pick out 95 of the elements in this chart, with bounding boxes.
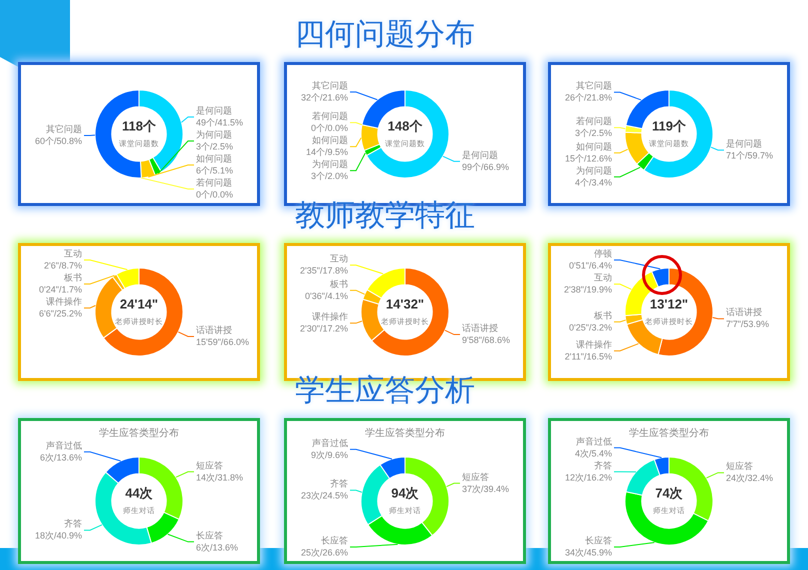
data-label: 25次/26.6%	[300, 547, 348, 558]
slice-label: 声音过低	[312, 438, 348, 448]
data-label: 12次/16.2%	[564, 472, 612, 482]
data-label: 37次/39.4%	[462, 484, 510, 494]
text: 74次	[655, 486, 684, 501]
slice-label: 短应答	[726, 461, 753, 472]
data-label: 23次/24.5%	[300, 490, 348, 501]
slice-label: 若何问题	[576, 116, 612, 126]
slice-label: 互动	[330, 254, 348, 264]
slice-label: 如何问题	[196, 153, 232, 164]
slice-label: 是何问题	[462, 150, 498, 160]
slice-label: 课件操作	[46, 296, 82, 306]
slice-label: 如何问题	[576, 141, 612, 152]
category-label: 若何问题	[312, 111, 348, 122]
data-label: 15个/12.6%	[564, 153, 612, 164]
slice-label: 齐答	[64, 518, 82, 529]
data-label: 0'51"/6.4%	[569, 260, 612, 270]
chart-title: 教师教学特征	[295, 198, 475, 233]
chart-title: 学生应答分析	[294, 372, 476, 410]
slice-label: 板书	[329, 278, 348, 289]
data-label: 14个/9.5%	[306, 147, 348, 158]
category-label: 若何问题	[196, 177, 232, 188]
slice-label: 其它问题	[46, 124, 82, 134]
slice-label: 话语讲授	[462, 323, 498, 334]
data-label: 99个/66.9%	[462, 162, 510, 172]
text: 0个/0.0%	[196, 189, 234, 200]
slice-label: 是何问题	[726, 138, 762, 149]
data-label: 4次/5.4%	[574, 448, 612, 458]
text: 24'14"	[120, 296, 158, 312]
slice-label: 为何问题	[576, 165, 612, 176]
data-label: 26个/21.8%	[564, 92, 612, 103]
slice-label: 声音过低	[576, 436, 612, 446]
slice-label: 其它问题	[576, 80, 612, 91]
data-label: 0'25"/3.2%	[569, 322, 612, 332]
slice-label: 是何问题	[196, 105, 232, 116]
slice-label: 课件操作	[576, 339, 612, 350]
data-label: 6'6"/25.2%	[39, 308, 82, 318]
slice-label: 声音过低	[46, 440, 82, 450]
data-label: 3个/2.5%	[196, 141, 234, 152]
data-label: 9次/9.6%	[310, 450, 348, 460]
text: 119个	[652, 118, 687, 134]
chart-title: 四何问题分布	[294, 16, 476, 54]
data-label: 3个/2.5%	[574, 128, 612, 138]
data-label: 4个/3.4%	[574, 177, 612, 188]
chart-subtitle: 学生应答类型分布	[629, 426, 709, 439]
slice-label: 课件操作	[312, 312, 348, 322]
data-label: 2'38"/19.9%	[564, 284, 612, 295]
data-label: 2'6"/8.7%	[44, 260, 82, 270]
data-label: 6次/13.6%	[40, 452, 82, 462]
slice-label: 话语讲授	[196, 324, 232, 335]
chart-subtitle: 学生应答类型分布	[99, 426, 179, 439]
data-label: 2'35"/17.8%	[300, 266, 348, 276]
data-label: 9'58"/68.6%	[462, 335, 510, 346]
data-label: 6个/5.1%	[196, 165, 234, 176]
data-label: 3个/2.0%	[310, 171, 348, 182]
slice-label: 停顿	[594, 248, 612, 258]
text: 0个/0.0%	[310, 123, 348, 134]
data-label: 15'59"/66.0%	[196, 336, 249, 347]
data-label: 34次/45.9%	[564, 547, 612, 558]
slice-label: 为何问题	[312, 159, 348, 170]
chart-subtitle: 学生应答类型分布	[365, 426, 445, 439]
slice-label: 互动	[64, 248, 82, 258]
data-label: 0'24"/1.7%	[39, 284, 82, 294]
slice-label: 其它问题	[312, 80, 348, 90]
data-label: 6次/13.6%	[196, 542, 238, 552]
slice-label: 短应答	[196, 460, 223, 470]
text: 148个	[388, 118, 424, 134]
slice-label: 短应答	[462, 472, 489, 482]
slice-label: 长应答	[321, 535, 348, 546]
slice-label: 齐答	[594, 460, 612, 470]
data-label: 0'36"/4.1%	[305, 290, 348, 301]
data-label: 60个/50.8%	[34, 136, 82, 146]
data-label: 2'11"/16.5%	[564, 351, 612, 362]
text: 13'12"	[650, 296, 688, 312]
data-label: 24次/32.4%	[726, 473, 774, 484]
slice-label: 话语讲授	[726, 307, 762, 318]
slice-label: 如何问题	[312, 135, 348, 146]
data-label: 7'7"/53.9%	[726, 319, 769, 330]
slice-label: 长应答	[585, 535, 612, 546]
slice-label: 为何问题	[196, 129, 232, 140]
data-label: 32个/21.6%	[300, 92, 348, 102]
data-label: 49个/41.5%	[196, 117, 244, 128]
text: 44次	[125, 486, 154, 501]
slice-label: 齐答	[330, 478, 348, 489]
data-label: 2'30"/17.2%	[300, 324, 348, 334]
data-label: 18次/40.9%	[34, 530, 82, 541]
slice-label: 长应答	[196, 530, 223, 540]
data-label: 14次/31.8%	[196, 472, 244, 482]
slice-label: 板书	[593, 310, 612, 320]
slice-label: 互动	[594, 272, 612, 283]
text: 118个	[122, 118, 157, 134]
slice-label: 板书	[63, 272, 82, 282]
data-label: 71个/59.7%	[726, 150, 774, 161]
text: 94次	[391, 486, 420, 501]
text: 14'32"	[386, 296, 424, 312]
